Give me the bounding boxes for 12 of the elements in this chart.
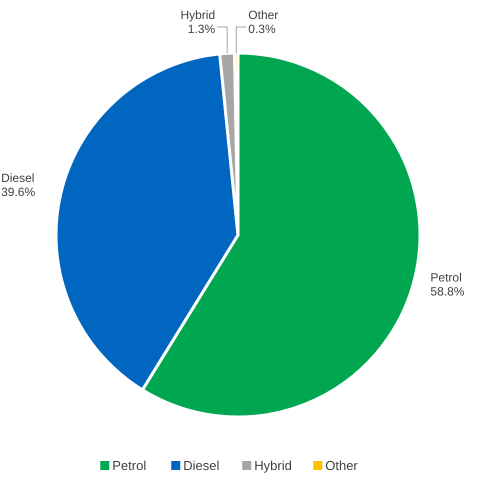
data-label: 1.3% [188,22,216,36]
legend-label: Other [325,458,358,473]
legend-label: Petrol [112,458,146,473]
slice-label: Other [248,8,278,22]
data-label: 58.8% [430,284,465,299]
slice-label: Diesel [1,171,34,186]
legend-label: Diesel [183,458,220,473]
legend-label: Hybrid [254,458,292,473]
data-label: 39.6% [1,185,36,200]
data-label: 0.3% [248,22,276,36]
slice-label: Petrol [430,270,462,285]
slice-label: Hybrid [180,8,216,22]
